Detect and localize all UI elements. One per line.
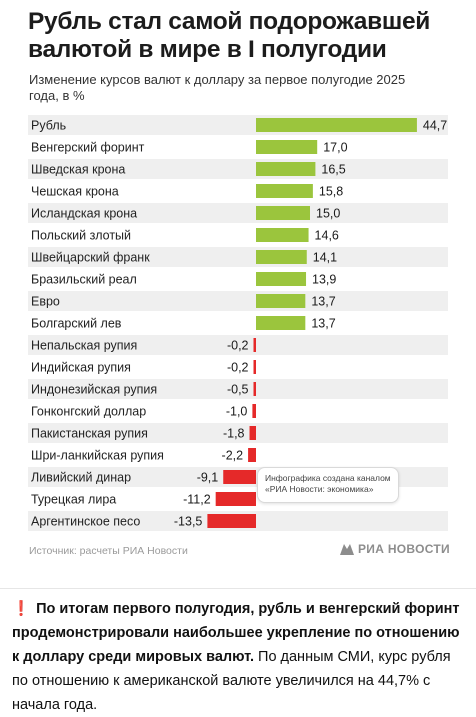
value-label: -0,5 [227, 383, 249, 397]
row-band [28, 379, 448, 399]
bar [256, 272, 307, 286]
bar [256, 294, 306, 308]
chart-subtitle: Изменение курсов валют к доллару за перв… [29, 72, 406, 103]
category-label: Непальская рупия [31, 339, 137, 353]
bar [253, 382, 256, 396]
value-label: 15,0 [316, 207, 340, 221]
bar [256, 162, 316, 176]
exclamation-icon: ❗ [12, 601, 31, 617]
category-label: Швейцарский франк [31, 251, 150, 265]
row-band [28, 291, 448, 311]
value-label: -0,2 [227, 339, 249, 353]
value-label: 13,7 [311, 295, 335, 309]
bar [249, 426, 256, 440]
bar [256, 250, 307, 264]
caption-text: По данным СМИ, курс рубля по отношению к… [12, 649, 451, 713]
infographic-card: Рубль стал самой подорожавшей валютой в … [28, 8, 450, 557]
bar [256, 206, 310, 220]
category-label: Гонконгский доллар [31, 405, 146, 419]
channel-note: Инфографика создана каналом «РИА Новости… [257, 467, 399, 503]
row-band [28, 357, 448, 377]
value-label: 16,5 [321, 163, 345, 177]
channel-note-line1: Инфографика создана каналом [265, 473, 391, 483]
channel-note-line2: «РИА Новости: экономика» [265, 484, 374, 494]
category-label: Болгарский лев [31, 317, 122, 331]
category-label: Евро [31, 295, 60, 309]
category-label: Рубль [31, 119, 66, 133]
value-label: -9,1 [197, 471, 219, 485]
value-label: -1,0 [226, 405, 248, 419]
category-label: Ливийский динар [31, 471, 131, 485]
row-band [28, 181, 448, 201]
ria-logo-icon [340, 543, 354, 555]
row-band [28, 225, 448, 245]
category-label: Пакистанская рупия [31, 427, 148, 441]
bar [223, 470, 256, 484]
category-label: Турецкая лира [31, 493, 116, 507]
ria-logo: РИА НОВОСТИ [340, 542, 450, 556]
row-band [28, 445, 448, 465]
row-band [28, 313, 448, 333]
value-label: 14,1 [313, 251, 337, 265]
row-band [28, 159, 448, 179]
value-label: -11,2 [183, 493, 211, 507]
value-label: 14,6 [315, 229, 339, 243]
category-label: Чешская крона [31, 185, 119, 199]
bar [215, 492, 256, 506]
category-label: Бразильский реал [31, 273, 137, 287]
caption-bold: По итогам первого полугодия, рубль и вен… [12, 601, 460, 665]
bar [252, 404, 256, 418]
value-label: -1,8 [223, 427, 245, 441]
bar [253, 360, 256, 374]
bar [256, 140, 318, 154]
bar [253, 338, 256, 352]
bar-chart: Рубль 44,7 Венгерский форинт 17,0 Шведская к… [28, 115, 448, 531]
value-label: -13,5 [174, 515, 203, 529]
bar [248, 448, 256, 462]
value-label: 13,7 [311, 317, 335, 331]
bar [256, 118, 417, 132]
bar [256, 228, 309, 242]
row-band [28, 203, 448, 223]
category-label: Шри-ланкийская рупия [31, 449, 164, 463]
value-label: 44,7 [423, 119, 447, 133]
row-band [28, 423, 448, 443]
row-band [28, 247, 448, 267]
category-label: Индонезийская рупия [31, 383, 157, 397]
row-band [28, 335, 448, 355]
row-band [28, 269, 448, 289]
value-label: 15,8 [319, 185, 343, 199]
ria-logo-text: РИА НОВОСТИ [358, 542, 450, 556]
bar [256, 184, 313, 198]
value-label: 13,9 [312, 273, 336, 287]
value-label: -0,2 [227, 361, 249, 375]
category-label: Венгерский форинт [31, 141, 145, 155]
category-label: Аргентинское песо [31, 515, 140, 529]
value-label: 17,0 [323, 141, 347, 155]
category-label: Шведская крона [31, 163, 125, 177]
source-text: Источник: расчеты РИА Новости [29, 545, 188, 557]
category-label: Польский злотый [31, 229, 131, 243]
category-label: Исландская крона [31, 207, 137, 221]
bar [256, 316, 306, 330]
post-caption: ❗ По итогам первого полугодия, рубль и ве… [0, 588, 476, 714]
row-band [28, 137, 448, 157]
row-band [28, 401, 448, 421]
bar [207, 514, 256, 528]
value-label: -2,2 [222, 449, 244, 463]
chart-title: Рубль стал самой подорожавшей валютой в … [28, 8, 431, 63]
category-label: Индийская рупия [31, 361, 131, 375]
